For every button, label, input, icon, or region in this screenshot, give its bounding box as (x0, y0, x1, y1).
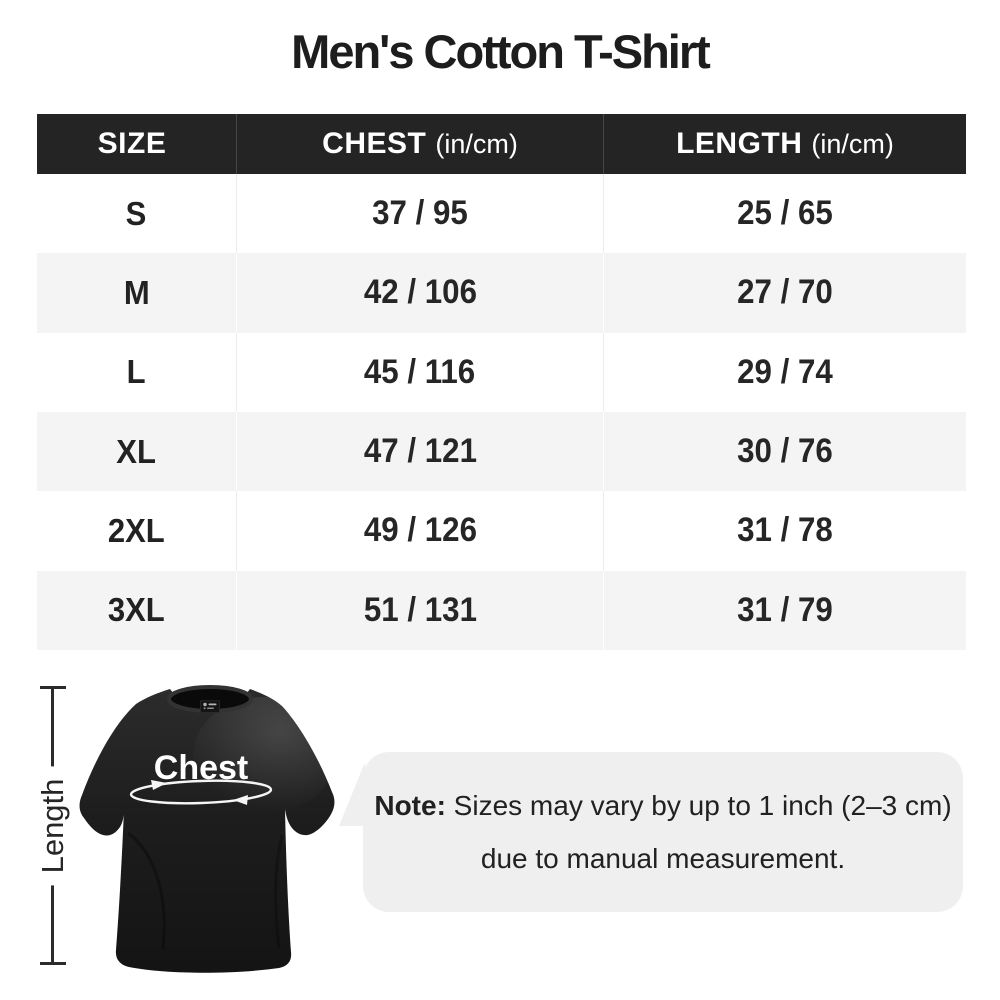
length-cell-m: 27 / 70 (604, 253, 966, 333)
size-cell-l: L (37, 332, 237, 412)
tshirt-sheen (193, 697, 337, 813)
chest-arrow-right-icon (151, 780, 167, 790)
column-header-length: LENGTH (in/cm) (604, 114, 966, 174)
collar-tag (200, 700, 220, 713)
chest-cell-3xl: 51 / 131 (237, 570, 604, 650)
tshirt-fold-right (274, 834, 284, 950)
tshirt-graphic: Chest (79, 685, 337, 973)
chest-cell-l: 45 / 116 (237, 332, 604, 412)
size-cell-s: S (37, 174, 237, 254)
length-cap-bottom-icon (40, 962, 66, 965)
chest-arrow-left-icon (233, 795, 248, 805)
size-cell-xl: XL (37, 412, 237, 492)
note-prefix: Note: (374, 789, 446, 821)
column-header-size: SIZE (37, 114, 237, 174)
chest-cell-m: 42 / 106 (237, 253, 604, 333)
page-title: Men's Cotton T-Shirt (291, 25, 711, 78)
length-cell-s: 25 / 65 (604, 174, 966, 254)
note-text-1: Sizes may vary by up to 1 inch (2–3 cm) (453, 789, 952, 821)
length-cell-xl: 30 / 76 (604, 412, 966, 492)
header-label: LENGTH (676, 127, 803, 160)
header-unit: (in/cm) (435, 128, 518, 159)
chest-measure-ellipse (129, 779, 273, 805)
note-text-line-2: due to manual measurement. (480, 842, 846, 874)
length-cell-3xl: 31 / 79 (604, 570, 966, 650)
size-table: SIZE CHEST (in/cm) LENGTH (in/cm) S 37 / 9… (37, 114, 966, 650)
size-cell-3xl: 3XL (37, 570, 237, 650)
length-label: Length (31, 766, 75, 885)
header-label: SIZE (97, 127, 167, 160)
note-bubble-tail-icon (339, 762, 365, 826)
note-bubble: Note: Sizes may vary by up to 1 inch (2–… (339, 752, 963, 912)
header-unit: (in/cm) (811, 128, 894, 159)
size-cell-2xl: 2XL (37, 491, 237, 571)
header-label: CHEST (322, 127, 427, 160)
chest-cell-2xl: 49 / 126 (237, 491, 604, 571)
chest-cell-s: 37 / 95 (237, 174, 604, 254)
length-cell-l: 29 / 74 (604, 332, 966, 412)
column-header-chest: CHEST (in/cm) (237, 114, 604, 174)
chest-cell-xl: 47 / 121 (237, 412, 604, 492)
tshirt-fold-left (127, 831, 166, 950)
length-cap-top-icon (40, 686, 66, 689)
size-cell-m: M (37, 253, 237, 333)
length-measure: Length (31, 686, 75, 965)
length-cell-2xl: 31 / 78 (604, 491, 966, 571)
note-text-line-1: Note: Sizes may vary by up to 1 inch (2–… (374, 790, 951, 822)
